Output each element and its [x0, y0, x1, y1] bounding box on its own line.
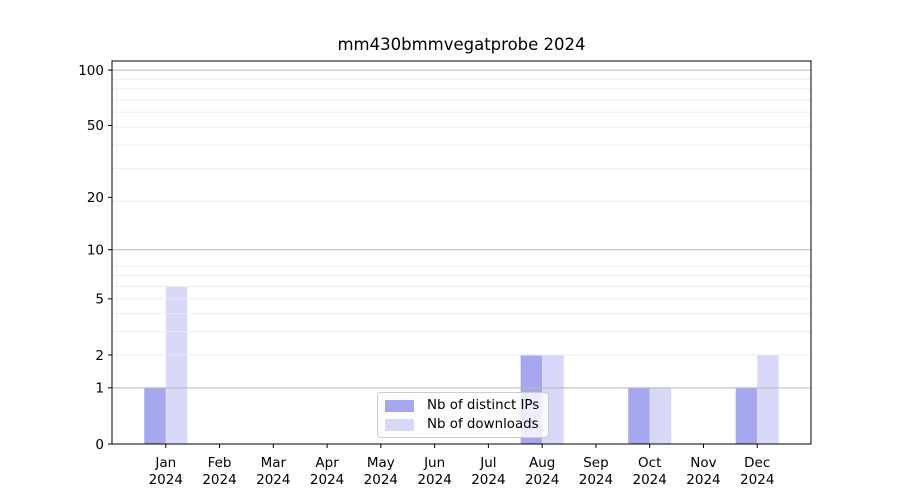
x-tick-year-jun: 2024 [417, 472, 451, 488]
x-tick-label-aug: Aug [529, 455, 555, 471]
y-tick-label-2: 2 [95, 348, 104, 364]
legend-swatch-downloads [385, 418, 414, 431]
y-tick-label-5: 5 [95, 292, 104, 308]
x-tick-label-may: May [367, 455, 395, 471]
x-tick-label-dec: Dec [744, 455, 770, 471]
y-tick-label-20: 20 [87, 190, 104, 206]
legend-item-downloads: Nb of downloads [385, 416, 539, 433]
y-tick-label-50: 50 [87, 118, 104, 134]
x-tick-label-oct: Oct [638, 455, 661, 471]
x-tick-label-sep: Sep [583, 455, 608, 471]
x-tick-year-apr: 2024 [310, 472, 344, 488]
x-tick-year-mar: 2024 [256, 472, 290, 488]
bar-downloads-oct [649, 387, 672, 444]
x-tick-label-apr: Apr [315, 455, 339, 471]
x-tick-year-aug: 2024 [525, 472, 559, 488]
chart-title: mm430bmmvegatprobe 2024 [337, 35, 586, 54]
x-tick-year-dec: 2024 [740, 472, 774, 488]
x-tick-label-nov: Nov [690, 455, 716, 471]
x-tick-label-mar: Mar [261, 455, 287, 471]
bar-distinct-ips-oct [628, 387, 650, 444]
plot-border [111, 60, 812, 445]
x-tick-year-sep: 2024 [579, 472, 613, 488]
x-tick-year-may: 2024 [364, 472, 398, 488]
bar-downloads-dec [757, 354, 779, 444]
x-tick-label-feb: Feb [208, 455, 232, 471]
bar-distinct-ips-jan [144, 387, 166, 444]
legend-label-downloads: Nb of downloads [427, 417, 539, 432]
legend-label-distinct-ips: Nb of distinct IPs [427, 398, 540, 413]
x-tick-year-feb: 2024 [202, 472, 236, 488]
y-tick-label-1: 1 [95, 381, 104, 397]
legend: Nb of distinct IPs Nb of downloads [377, 392, 550, 438]
y-tick-label-10: 10 [87, 243, 104, 259]
x-tick-year-jan: 2024 [149, 472, 183, 488]
x-tick-year-nov: 2024 [686, 472, 720, 488]
legend-item-distinct-ips: Nb of distinct IPs [385, 397, 539, 414]
legend-swatch-distinct-ips [385, 399, 414, 412]
x-tick-year-jul: 2024 [471, 472, 505, 488]
x-tick-label-jul: Jul [479, 455, 496, 471]
y-tick-label-0: 0 [95, 437, 104, 453]
x-tick-year-oct: 2024 [633, 472, 667, 488]
bar-distinct-ips-dec [735, 387, 758, 444]
bar-downloads-jan [165, 286, 188, 444]
x-tick-label-jun: Jun [423, 455, 445, 471]
x-tick-label-jan: Jan [154, 455, 176, 471]
y-tick-label-100: 100 [78, 63, 104, 79]
